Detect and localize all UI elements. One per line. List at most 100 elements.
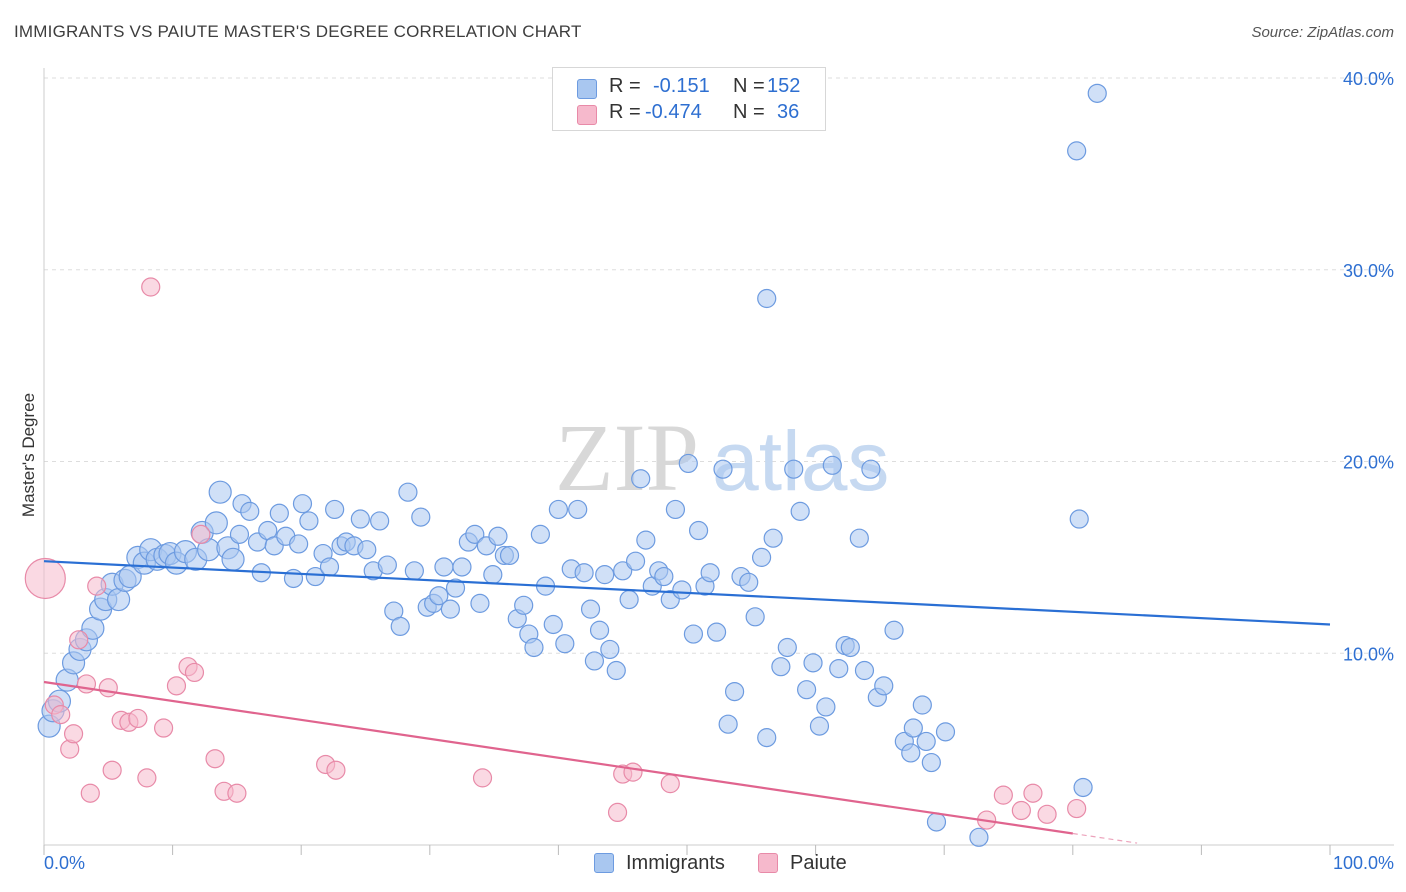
gridlines (44, 77, 1394, 654)
x-axis (43, 844, 1394, 855)
immigrants-point (548, 499, 569, 520)
immigrants-point (440, 599, 460, 619)
y-tick-label: 30.0% (1343, 261, 1394, 281)
immigrants-point (625, 551, 646, 571)
immigrants-point (488, 526, 508, 546)
paiute-point (1011, 800, 1031, 821)
paiute-trend-extension (1072, 832, 1138, 844)
immigrants-point (299, 511, 319, 531)
immigrants-point (757, 288, 777, 309)
x-tick-label-min: 0.0% (44, 853, 85, 873)
immigrants-point (777, 637, 797, 658)
immigrants-point (465, 524, 485, 544)
immigrants-point (606, 660, 626, 681)
paiute-points (24, 277, 1087, 830)
immigrants-point (1069, 509, 1089, 529)
paiute-point (137, 768, 157, 788)
immigrants-point (884, 620, 904, 640)
y-tick-label: 40.0% (1343, 69, 1394, 89)
immigrants-point (350, 509, 370, 529)
y-axis-label: Master's Degree (19, 393, 38, 517)
immigrants-point (524, 637, 544, 658)
y-axis: 10.0% 20.0% 30.0% 40.0% (43, 68, 1394, 845)
immigrants-point (429, 586, 449, 606)
immigrants-point (854, 660, 875, 681)
immigrants-point (874, 676, 894, 696)
immigrants-point (665, 499, 686, 520)
immigrants-point (724, 681, 745, 702)
paiute-point (472, 768, 493, 788)
paiute-point (128, 708, 148, 729)
legend-r-label: R = (609, 75, 641, 97)
immigrants-point (208, 480, 232, 504)
immigrants-swatch (577, 79, 597, 99)
paiute-point (191, 524, 211, 544)
immigrants-point (292, 494, 313, 514)
immigrants-point (411, 507, 431, 527)
legend-n-label: N = (733, 101, 765, 123)
immigrants-point (445, 578, 466, 598)
immigrants-point (204, 511, 228, 535)
immigrants-point (706, 622, 727, 642)
immigrants-point (678, 453, 698, 474)
paiute-point (98, 678, 118, 698)
immigrants-point (221, 547, 245, 571)
x-tick-label-max: 100.0% (1333, 853, 1394, 873)
paiute-point (166, 676, 187, 696)
immigrants-point (763, 528, 783, 548)
immigrants-point (319, 557, 340, 577)
paiute-point (51, 705, 71, 725)
paiute-point (1037, 804, 1057, 824)
immigrants-swatch (594, 853, 614, 873)
paiute-point (227, 783, 247, 803)
paiute-swatch (577, 105, 597, 125)
immigrants-point (903, 718, 923, 738)
immigrants-point (790, 501, 810, 521)
immigrants-point (757, 728, 777, 748)
immigrants-point (568, 499, 588, 520)
legend-n-label: N = (733, 75, 765, 97)
immigrants-point (654, 566, 674, 587)
immigrants-point (269, 503, 289, 523)
paiute-point (660, 774, 680, 794)
immigrants-point (325, 499, 345, 520)
immigrants-point (672, 580, 692, 600)
paiute-point (993, 785, 1013, 805)
immigrants-point (809, 716, 830, 736)
immigrants-point (751, 547, 772, 567)
immigrants-point (390, 616, 410, 637)
immigrants-point (718, 714, 738, 734)
immigrants-point (613, 561, 633, 581)
immigrants-point (912, 695, 932, 715)
correlation-legend: R = -0.151 N = 152 R = -0.474 N = 36 (552, 67, 826, 131)
paiute-point (205, 749, 225, 769)
immigrants-point (829, 658, 849, 679)
immigrants-point (861, 459, 881, 479)
immigrants-point (600, 639, 620, 660)
paiute-point (153, 718, 174, 738)
legend-n-value: 36 (777, 101, 800, 123)
paiute-point (1067, 798, 1087, 819)
paiute-swatch (758, 853, 778, 873)
watermark-zip: ZIP (555, 404, 699, 511)
immigrants-point (483, 565, 503, 585)
bottom-legend-paiute-label: Paiute (790, 852, 847, 874)
immigrants-point (796, 680, 817, 700)
immigrants-trend-line (43, 560, 1331, 626)
immigrants-point (530, 524, 550, 544)
chart-title: IMMIGRANTS VS PAIUTE MASTER'S DEGREE COR… (14, 22, 582, 41)
watermark: ZIP atlas (555, 404, 889, 511)
immigrants-point (921, 752, 941, 773)
immigrants-point (470, 593, 490, 613)
immigrants-point (849, 528, 869, 548)
immigrants-point (803, 653, 823, 673)
y-tick-label: 10.0% (1343, 644, 1394, 664)
paiute-point (24, 557, 66, 600)
paiute-point (326, 760, 346, 780)
immigrants-point (595, 565, 615, 585)
immigrants-point (631, 469, 651, 489)
immigrants-point (357, 540, 377, 560)
immigrants-point (901, 743, 921, 763)
immigrants-point (555, 634, 575, 654)
immigrants-point (580, 599, 601, 619)
